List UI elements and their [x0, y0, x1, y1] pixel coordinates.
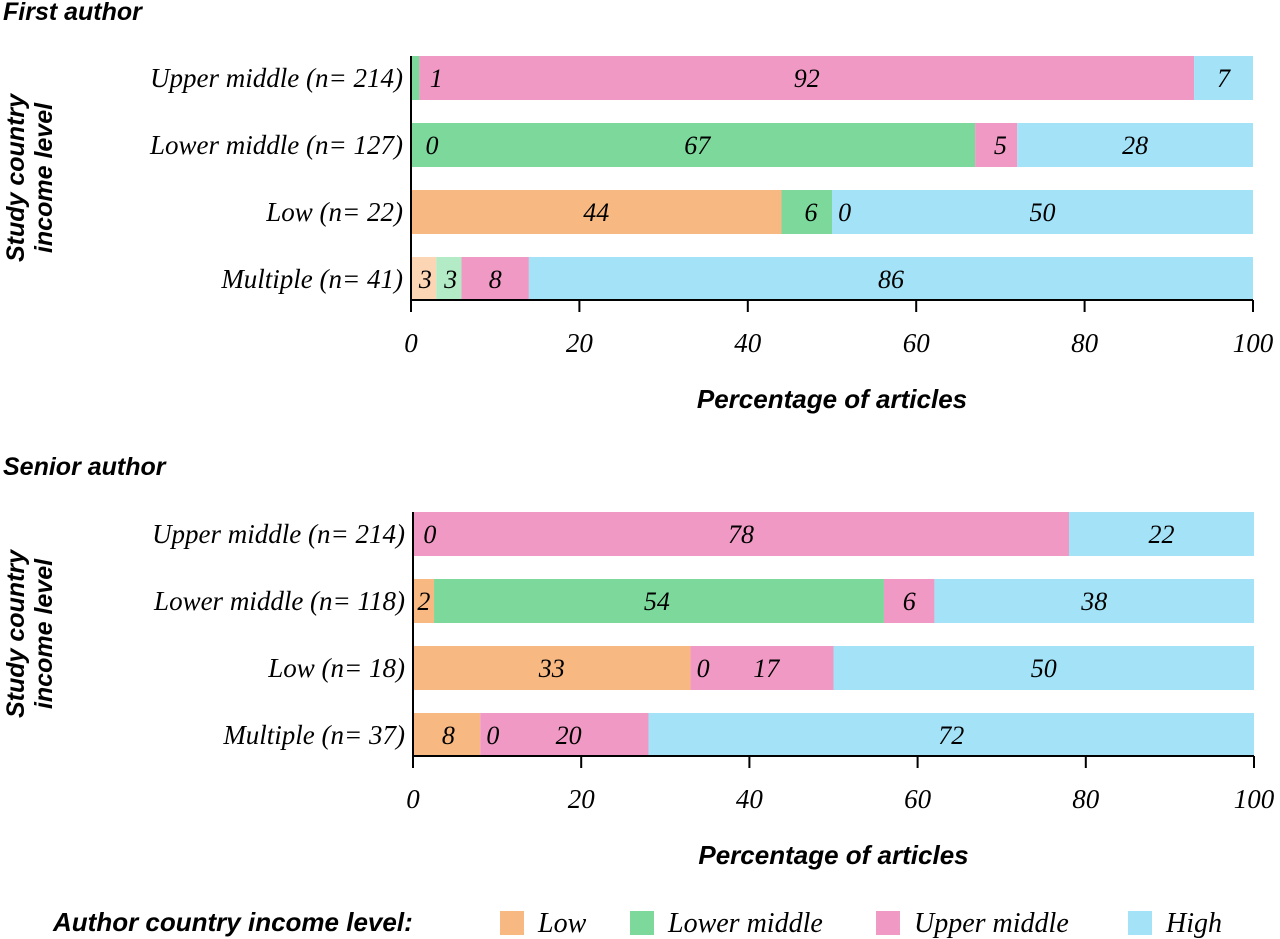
x-tick-label: 40 [736, 784, 764, 814]
bar-segment-lower-middle [434, 579, 884, 623]
data-label: 7 [1217, 64, 1231, 93]
y-axis-label-line-2: income level [30, 558, 58, 709]
bar-segment-high [833, 646, 1254, 690]
x-tick-label: 0 [406, 784, 420, 814]
data-label: 86 [878, 265, 904, 294]
category-label: Upper middle (n= 214) [152, 519, 405, 549]
category-label: Low (n= 18) [267, 653, 405, 683]
bar-segment-upper-middle [690, 646, 834, 690]
legend-label: High [1165, 908, 1222, 939]
data-label: 17 [753, 654, 780, 683]
data-label: 33 [538, 654, 565, 683]
bar-segment-high [648, 713, 1254, 757]
bar-segment-low [411, 190, 782, 234]
data-label: 0 [426, 131, 439, 160]
legend: Author country income level: Low Lower mid… [52, 907, 1222, 939]
legend-label: Low [537, 908, 587, 939]
data-label: 50 [1030, 198, 1056, 227]
data-label: 5 [994, 131, 1007, 160]
bar-segment-upper-middle [461, 257, 529, 301]
x-tick-label: 60 [904, 784, 932, 814]
bar-segment-high [1068, 512, 1254, 556]
data-label: 54 [644, 587, 670, 616]
x-tick-label: 60 [903, 328, 931, 358]
data-label: 22 [1148, 520, 1174, 549]
bar-segment-upper-middle [480, 713, 649, 757]
data-label: 92 [794, 64, 820, 93]
y-axis-label-line-1: Study country [2, 93, 30, 262]
category-label: Multiple (n= 37) [222, 720, 405, 750]
bar-segment-lower-middle [411, 56, 420, 100]
x-axis-label: Percentage of articles [697, 384, 967, 414]
bar-segment-high [1017, 123, 1253, 167]
data-label: 28 [1122, 131, 1148, 160]
data-label: 50 [1031, 654, 1057, 683]
data-label: 3 [418, 265, 432, 294]
data-label: 67 [684, 131, 711, 160]
category-label: Lower middle (n= 118) [153, 586, 405, 616]
data-label: 6 [804, 198, 817, 227]
category-label: Low (n= 22) [265, 197, 403, 227]
y-axis-label-line-2: income level [30, 102, 58, 253]
bar-segment-low [413, 646, 691, 690]
data-label: 8 [442, 721, 455, 750]
data-label: 8 [489, 265, 502, 294]
y-axis-label-line-1: Study country [2, 549, 30, 718]
data-label: 3 [443, 265, 457, 294]
bar-segment-high [934, 579, 1254, 623]
data-label: 0 [697, 654, 710, 683]
legend-label: Lower middle [667, 908, 823, 939]
category-label: Upper middle (n= 214) [150, 63, 403, 93]
bar-segment-high [1194, 56, 1253, 100]
legend-label: Upper middle [914, 908, 1069, 939]
legend-title: Author country income level: [52, 907, 413, 937]
x-tick-label: 100 [1233, 328, 1274, 358]
data-label: 2 [417, 587, 430, 616]
legend-swatch-lower-middle [630, 911, 654, 935]
bar-segment-high [528, 257, 1253, 301]
legend-swatch-upper-middle [876, 911, 900, 935]
bar-segment-upper-middle [413, 512, 1069, 556]
first-author-chart: First author Study countryincome level Upp… [2, 0, 1274, 414]
chart-title: First author [3, 0, 143, 26]
bar-segment-lower-middle [781, 190, 832, 234]
y-axis-label: Study countryincome level [2, 549, 58, 718]
data-label: 20 [556, 721, 582, 750]
bar-segment-upper-middle [419, 56, 1195, 100]
y-axis-label: Study countryincome level [2, 93, 58, 262]
bar-segment-low [413, 713, 481, 757]
data-label: 44 [583, 198, 609, 227]
data-label: 0 [838, 198, 851, 227]
x-tick-label: 40 [734, 328, 762, 358]
bar-segment-low [413, 579, 435, 623]
data-label: 72 [938, 721, 964, 750]
x-tick-label: 20 [568, 784, 596, 814]
senior-author-chart: Senior author Study countryincome level Up… [2, 453, 1275, 870]
bar-segment-low [411, 257, 437, 301]
data-label: 1 [430, 64, 443, 93]
legend-swatch-high [1128, 911, 1152, 935]
legend-swatch-low [500, 911, 524, 935]
x-tick-label: 100 [1234, 784, 1275, 814]
x-tick-label: 80 [1071, 328, 1099, 358]
bar-segment-upper-middle [975, 123, 1018, 167]
x-axis-label: Percentage of articles [698, 840, 968, 870]
data-label: 78 [728, 520, 754, 549]
chart-title: Senior author [3, 453, 167, 481]
x-tick-label: 80 [1072, 784, 1100, 814]
x-tick-label: 20 [566, 328, 594, 358]
data-label: 0 [423, 520, 436, 549]
category-label: Multiple (n= 41) [220, 264, 403, 294]
bar-segment-lower-middle [411, 123, 976, 167]
bar-segment-lower-middle [436, 257, 462, 301]
data-label: 38 [1080, 587, 1107, 616]
category-label: Lower middle (n= 127) [149, 130, 403, 160]
x-tick-label: 0 [404, 328, 418, 358]
data-label: 0 [486, 721, 499, 750]
bar-segment-high [832, 190, 1253, 234]
data-label: 6 [903, 587, 916, 616]
bar-segment-upper-middle [883, 579, 935, 623]
